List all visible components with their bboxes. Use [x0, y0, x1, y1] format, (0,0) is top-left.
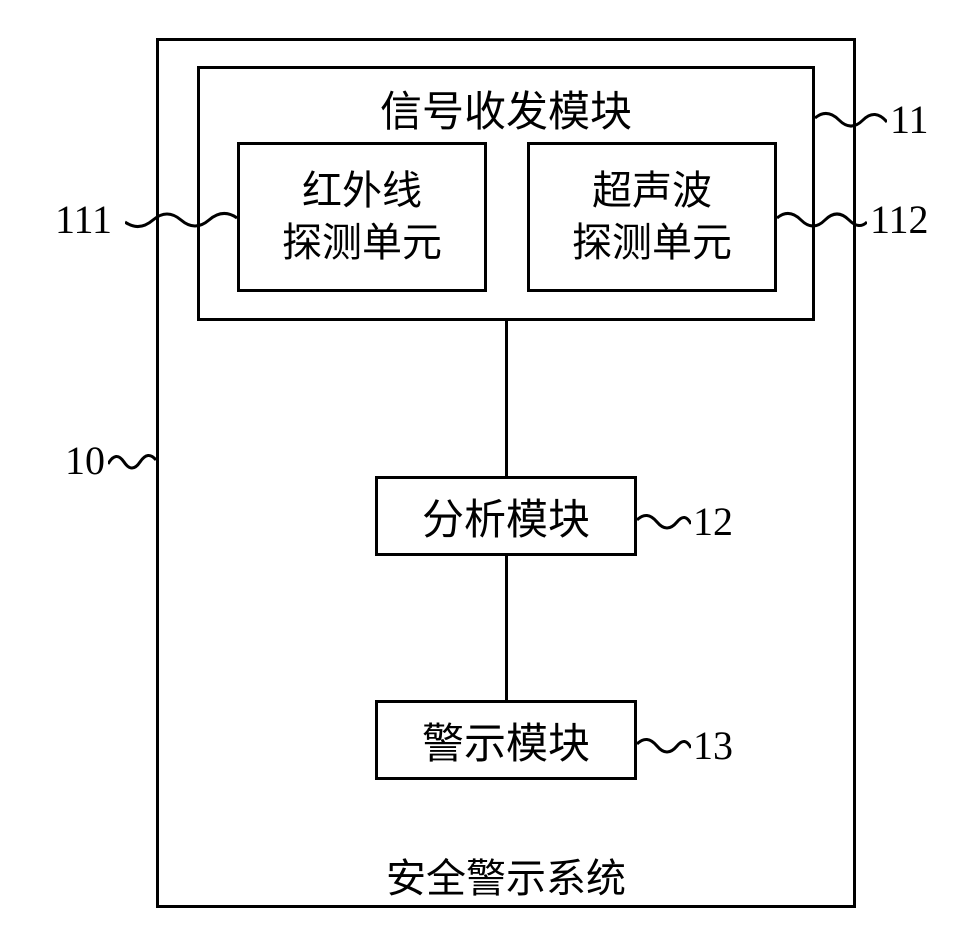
ultrasonic-line1: 超声波 — [592, 165, 712, 217]
squiggle-10 — [108, 450, 158, 480]
system-title: 安全警示系统 — [156, 846, 856, 904]
squiggle-12 — [637, 510, 691, 540]
ref-112: 112 — [870, 196, 929, 243]
ref-12: 12 — [693, 498, 733, 545]
squiggle-11 — [815, 108, 887, 138]
squiggle-13 — [637, 734, 691, 764]
ref-10: 10 — [65, 437, 105, 484]
ref-11: 11 — [890, 96, 929, 143]
warning-module-box: 警示模块 — [375, 700, 637, 780]
diagram-canvas: 安全警示系统 信号收发模块 红外线 探测单元 超声波 探测单元 分析模块 警示模… — [0, 0, 965, 941]
squiggle-112 — [777, 208, 867, 238]
warning-module-label: 警示模块 — [422, 710, 590, 771]
signal-module-title: 信号收发模块 — [197, 78, 815, 139]
ultrasonic-unit-box: 超声波 探测单元 — [527, 142, 777, 292]
analysis-module-box: 分析模块 — [375, 476, 637, 556]
connector-signal-to-analysis — [505, 321, 508, 476]
analysis-module-label: 分析模块 — [422, 486, 590, 547]
infrared-line1: 红外线 — [302, 165, 422, 217]
connector-analysis-to-warning — [505, 556, 508, 700]
squiggle-111 — [125, 208, 237, 238]
infrared-line2: 探测单元 — [282, 217, 442, 269]
infrared-unit-box: 红外线 探测单元 — [237, 142, 487, 292]
ultrasonic-line2: 探测单元 — [572, 217, 732, 269]
ref-111: 111 — [55, 196, 112, 243]
ref-13: 13 — [693, 722, 733, 769]
